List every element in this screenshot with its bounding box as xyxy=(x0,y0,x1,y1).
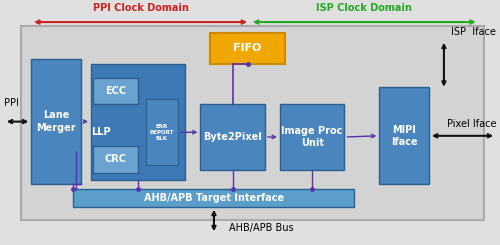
Bar xyxy=(280,104,344,170)
Bar xyxy=(94,147,138,172)
Bar xyxy=(22,26,483,220)
Bar xyxy=(380,87,429,184)
Bar xyxy=(210,33,285,63)
Text: AHB/APB Target Interface: AHB/APB Target Interface xyxy=(144,193,284,203)
Text: ERR
REPORT
BLK: ERR REPORT BLK xyxy=(150,123,174,141)
Text: Byte2Pixel: Byte2Pixel xyxy=(203,132,262,142)
Text: LLP: LLP xyxy=(91,127,110,137)
Text: AHB/APB Bus: AHB/APB Bus xyxy=(229,223,294,233)
Bar xyxy=(91,63,186,180)
Text: PPI Clock Domain: PPI Clock Domain xyxy=(92,3,188,12)
Text: Image Proc
Unit: Image Proc Unit xyxy=(282,126,343,148)
Text: Lane
Merger: Lane Merger xyxy=(36,110,76,133)
Text: FIFO: FIFO xyxy=(234,43,262,53)
Bar xyxy=(200,104,265,170)
Bar xyxy=(74,189,354,207)
Text: MIPl
Iface: MIPl Iface xyxy=(391,125,417,147)
Text: Pixel Iface: Pixel Iface xyxy=(446,119,496,129)
Text: ISP  Iface: ISP Iface xyxy=(452,27,496,37)
Text: ECC: ECC xyxy=(105,86,126,96)
Text: PPI: PPI xyxy=(4,98,19,108)
Bar xyxy=(94,78,138,104)
Text: CRC: CRC xyxy=(104,155,127,164)
Bar xyxy=(146,99,178,165)
Text: ISP Clock Domain: ISP Clock Domain xyxy=(316,3,412,12)
Bar xyxy=(31,59,81,184)
